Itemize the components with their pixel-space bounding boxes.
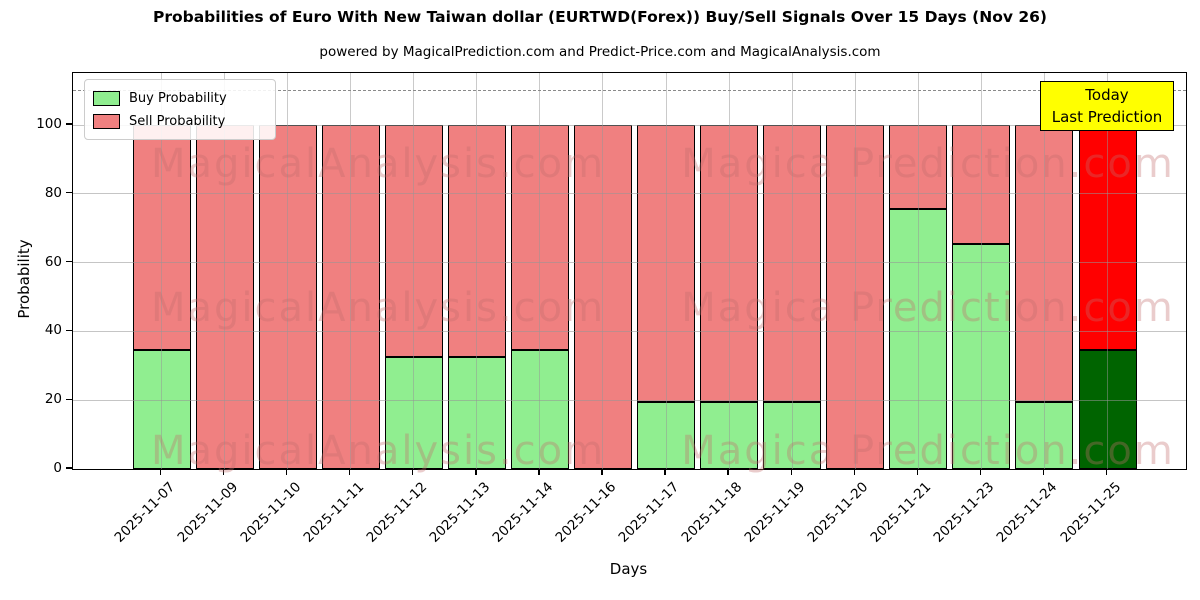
watermark-text: Magica Prediction.com bbox=[681, 428, 1175, 474]
x-tick-label: 2025-11-25 bbox=[1057, 479, 1124, 546]
watermark-text: MagicalAnalysis.com bbox=[150, 285, 606, 331]
gridline-y-40 bbox=[73, 330, 1186, 332]
x-tick-mark bbox=[285, 469, 288, 475]
today-line1: Today bbox=[1085, 86, 1129, 104]
y-tick-mark bbox=[66, 398, 72, 400]
x-tick-label: 2025-11-17 bbox=[615, 479, 683, 546]
x-tick-label: 2025-11-07 bbox=[111, 479, 178, 546]
today-line2: Last Prediction bbox=[1051, 108, 1163, 126]
watermark-text: Magica Prediction.com bbox=[681, 285, 1175, 331]
gridline-x bbox=[602, 73, 604, 469]
x-tick-mark bbox=[159, 469, 162, 475]
x-tick-mark bbox=[222, 469, 225, 475]
x-tick-label: 2025-11-18 bbox=[678, 479, 746, 546]
gridline-y-100 bbox=[73, 124, 1186, 126]
y-tick-mark bbox=[66, 329, 72, 332]
today-last-prediction-annotation: Today Last Prediction bbox=[1040, 81, 1174, 131]
gridline-y-80 bbox=[73, 193, 1186, 195]
x-tick-mark bbox=[853, 469, 855, 475]
watermark-text: MagicalAnalysis.com bbox=[150, 428, 606, 474]
gridline-x bbox=[728, 73, 730, 469]
x-tick-mark bbox=[727, 469, 729, 475]
x-tick-mark bbox=[538, 469, 540, 475]
x-tick-label: 2025-11-13 bbox=[426, 479, 494, 546]
x-tick-label: 2025-11-21 bbox=[867, 479, 935, 546]
y-tick-mark bbox=[66, 192, 72, 194]
legend: Buy Probability Sell Probability bbox=[84, 79, 276, 140]
buy-swatch-icon bbox=[93, 91, 120, 106]
gridline-x bbox=[224, 73, 226, 469]
x-tick-mark bbox=[790, 469, 792, 475]
legend-item-sell: Sell Probability bbox=[93, 110, 265, 133]
x-tick-mark bbox=[601, 469, 603, 475]
x-tick-mark bbox=[1042, 469, 1045, 475]
gridline-x bbox=[1043, 73, 1045, 469]
gridline-x bbox=[161, 73, 162, 469]
sell-swatch-icon bbox=[93, 114, 120, 129]
gridline-x bbox=[980, 73, 982, 469]
gridline-x bbox=[917, 73, 919, 469]
x-tick-label: 2025-11-12 bbox=[363, 479, 431, 546]
y-tick-label: 20 bbox=[44, 391, 62, 408]
watermark-text: Magica Prediction.com bbox=[681, 141, 1175, 187]
y-tick-mark bbox=[66, 123, 72, 125]
y-tick-label: 100 bbox=[36, 116, 62, 132]
x-tick-mark bbox=[664, 469, 666, 475]
gridline-y-60 bbox=[73, 262, 1186, 264]
chart-title: Probabilities of Euro With New Taiwan do… bbox=[152, 8, 1048, 26]
y-tick-label: 80 bbox=[44, 184, 62, 201]
y-tick-label: 60 bbox=[44, 253, 62, 270]
x-tick-mark bbox=[475, 469, 477, 475]
x-tick-mark bbox=[412, 469, 414, 475]
legend-item-buy: Buy Probability bbox=[93, 87, 265, 110]
gridline-x bbox=[791, 73, 793, 469]
x-tick-label: 2025-11-19 bbox=[741, 479, 809, 546]
gridline-x bbox=[539, 73, 541, 469]
gridline-x bbox=[854, 73, 856, 469]
x-tick-label: 2025-11-20 bbox=[804, 479, 872, 546]
dashed-reference-line bbox=[73, 89, 1186, 91]
y-tick-label: 40 bbox=[44, 322, 62, 339]
y-tick-mark bbox=[66, 467, 72, 469]
x-tick-mark bbox=[916, 469, 919, 475]
x-tick-label: 2025-11-24 bbox=[993, 479, 1061, 546]
gridline-x bbox=[413, 73, 415, 469]
plot-area: MagicalAnalysis.com Magica Prediction.com… bbox=[72, 72, 1187, 474]
legend-label-buy: Buy Probability bbox=[129, 91, 227, 106]
y-tick-mark bbox=[66, 260, 72, 263]
x-tick-mark bbox=[349, 469, 351, 475]
x-tick-mark bbox=[1105, 469, 1108, 475]
chart-subtitle: powered by MagicalPrediction.com and Pre… bbox=[319, 44, 881, 60]
gridline-x bbox=[1107, 73, 1109, 469]
gridline-y-20 bbox=[73, 399, 1186, 401]
x-tick-mark bbox=[979, 469, 982, 475]
x-tick-label: 2025-11-16 bbox=[552, 479, 620, 546]
watermark-text: MagicalAnalysis.com bbox=[150, 141, 606, 187]
x-tick-label: 2025-11-11 bbox=[300, 479, 368, 546]
x-tick-label: 2025-11-09 bbox=[174, 479, 241, 546]
x-tick-label: 2025-11-10 bbox=[237, 479, 304, 546]
y-axis-label: Probability bbox=[15, 239, 33, 319]
y-tick-label: 0 bbox=[53, 460, 62, 476]
gridline-x bbox=[476, 73, 478, 469]
x-tick-label: 2025-11-23 bbox=[930, 479, 998, 546]
gridline-x bbox=[350, 73, 352, 469]
x-axis-label: Days bbox=[609, 560, 648, 578]
x-tick-label: 2025-11-14 bbox=[489, 479, 557, 546]
gridline-x bbox=[287, 73, 289, 469]
legend-label-sell: Sell Probability bbox=[129, 114, 226, 129]
gridline-x bbox=[665, 73, 667, 469]
